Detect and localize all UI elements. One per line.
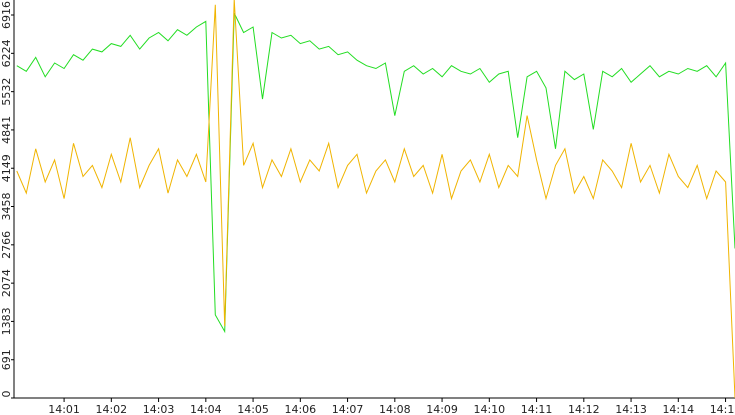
x-tick-label: 14:07 (332, 403, 364, 415)
x-tick-label: 14:05 (237, 403, 269, 415)
y-tick-label: 6224 (0, 39, 13, 67)
x-tick-label: 14:15 (710, 403, 735, 415)
series-line (16, 0, 735, 399)
x-tick-label: 14:09 (426, 403, 458, 415)
y-tick-label: 6916 (0, 1, 13, 29)
x-tick-label: 14:06 (284, 403, 316, 415)
x-tick-label: 14:08 (379, 403, 411, 415)
x-tick-label: 14:04 (190, 403, 222, 415)
x-tick-label: 14:02 (95, 403, 127, 415)
y-tick-label: 2074 (0, 269, 13, 297)
series-line (16, 12, 735, 334)
y-tick-label: 2766 (0, 231, 13, 259)
x-tick-label: 14:12 (568, 403, 600, 415)
y-tick-label: 4841 (0, 116, 13, 144)
x-tick-label: 14:14 (662, 403, 694, 415)
y-tick-label: 0 (0, 391, 13, 398)
x-tick-label: 14:13 (615, 403, 647, 415)
x-tick-label: 14:10 (473, 403, 505, 415)
x-tick-label: 14:01 (48, 403, 80, 415)
y-tick-label: 1383 (0, 307, 13, 335)
y-tick-label: 3458 (0, 193, 13, 221)
x-tick-label: 14:03 (143, 403, 175, 415)
y-tick-label: 4149 (0, 154, 13, 182)
y-tick-label: 691 (0, 349, 13, 370)
y-tick-label: 5532 (0, 78, 13, 106)
x-tick-label: 14:11 (521, 403, 553, 415)
